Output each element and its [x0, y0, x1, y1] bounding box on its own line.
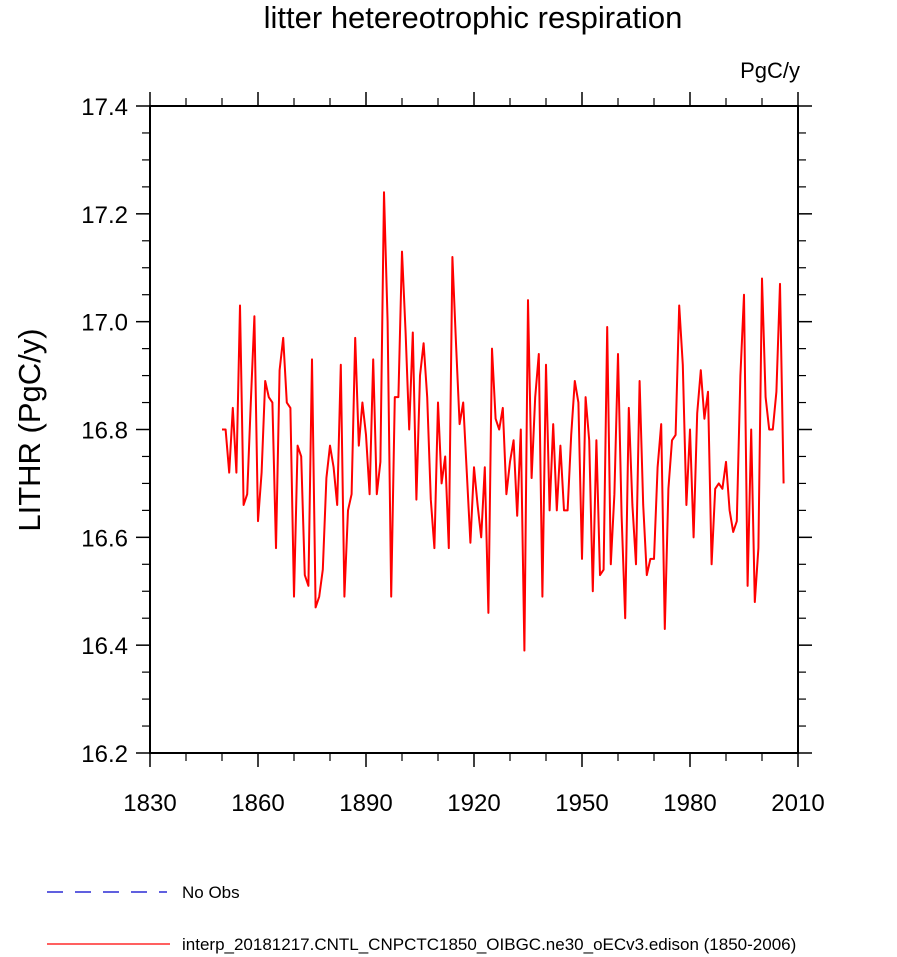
plot-frame	[149, 105, 799, 754]
x-tick-label: 1830	[123, 790, 176, 817]
y-tick-label: 17.0	[81, 310, 128, 337]
y-tick-label: 17.2	[81, 202, 128, 229]
chart-title: litter hetereotrophic respiration	[264, 0, 683, 35]
ticks-layer	[136, 92, 812, 767]
y-tick-labels: 16.2 16.4 16.6 16.8 17.0 17.2 17.4	[81, 94, 128, 768]
x-tick-label: 1860	[231, 790, 284, 817]
series-line-1	[222, 191, 785, 652]
legend-label-model: interp_20181217.CNTL_CNPCTC1850_OIBGC.ne…	[182, 935, 796, 954]
y-tick-label: 16.2	[81, 741, 128, 768]
y-tick-label: 16.6	[81, 525, 128, 552]
x-tick-label: 1980	[663, 790, 716, 817]
x-tick-labels: 1830 1860 1890 1920 1950 1980 2010	[123, 790, 824, 817]
x-tick-label: 1890	[339, 790, 392, 817]
y-tick-label: 16.8	[81, 418, 128, 445]
x-tick-label: 1920	[447, 790, 500, 817]
legend-label-no-obs: No Obs	[182, 883, 240, 902]
x-tick-label: 1950	[555, 790, 608, 817]
y-tick-label: 17.4	[81, 94, 128, 121]
units-label: PgC/y	[740, 58, 800, 83]
y-axis-title: LITHR (PgC/y)	[12, 328, 47, 531]
y-tick-label: 16.4	[81, 633, 128, 660]
x-tick-label: 2010	[771, 790, 824, 817]
series-layer	[222, 191, 785, 652]
